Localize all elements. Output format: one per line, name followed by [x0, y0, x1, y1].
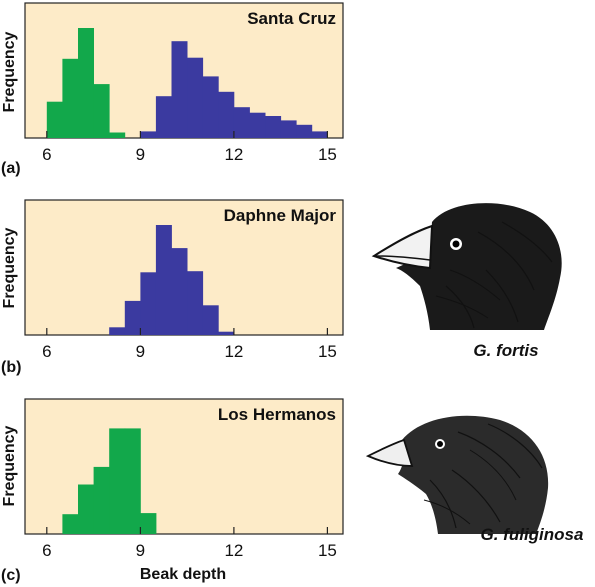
- histogram-bar-b-s0-5: [187, 271, 204, 335]
- y-axis-label-b: Frequency: [1, 227, 18, 308]
- x-tick-label-c-2: 12: [224, 541, 243, 560]
- x-tick-label-b-1: 9: [136, 342, 145, 361]
- panel-label-c: (c): [1, 567, 21, 584]
- histogram-bar-b-s0-6: [202, 305, 219, 335]
- x-tick-label-a-0: 6: [42, 145, 51, 164]
- histogram-bar-a-s0-1: [62, 58, 79, 138]
- histogram-bar-a-s1-6: [233, 107, 250, 138]
- bars-c: [62, 428, 157, 534]
- histogram-bar-a-s1-10: [296, 124, 313, 138]
- x-tick-label-b-3: 15: [318, 342, 337, 361]
- histogram-bar-a-s1-11: [311, 131, 328, 138]
- histogram-bar-b-s0-2: [140, 272, 157, 335]
- histogram-bar-a-s1-1: [155, 96, 172, 138]
- panel-b: Daphne Major Frequency 6 9 12 15 (b): [1, 199, 344, 376]
- histogram-bar-b-s0-1: [124, 300, 141, 335]
- fuliginosa-finch-illustration: G. fuliginosa: [365, 415, 584, 544]
- fortis-finch-illustration: G. fortis: [371, 203, 562, 360]
- x-tick-label-c-0: 6: [42, 541, 51, 560]
- histogram-bar-a-s1-2: [171, 41, 188, 139]
- fuliginosa-species-label: G. fuliginosa: [481, 525, 584, 544]
- histogram-bar-c-s0-1: [78, 484, 94, 534]
- x-tick-label-a-3: 15: [318, 145, 337, 164]
- histogram-bar-a-s0-3: [93, 84, 110, 138]
- x-tick-label-b-2: 12: [224, 342, 243, 361]
- histogram-bar-a-s0-4: [109, 132, 126, 138]
- fortis-species-label: G. fortis: [473, 341, 538, 360]
- x-tick-label-b-0: 6: [42, 342, 51, 361]
- histogram-bar-a-s1-7: [249, 112, 266, 138]
- panel-a: Santa Cruz Frequency 6 9 12 15 (a): [1, 2, 344, 177]
- x-ticks-a: 6 9 12 15: [42, 131, 337, 164]
- histogram-bar-a-s0-0: [46, 101, 63, 138]
- panel-label-b: (b): [1, 359, 21, 376]
- histogram-bar-c-s0-0: [62, 514, 79, 534]
- histogram-bar-b-s0-4: [171, 248, 188, 335]
- histogram-bar-c-s0-3: [109, 428, 126, 534]
- histogram-bar-c-s0-2: [93, 466, 110, 534]
- x-tick-label-a-2: 12: [224, 145, 243, 164]
- panel-title-a: Santa Cruz: [247, 9, 336, 28]
- histogram-bar-a-s1-3: [187, 57, 204, 139]
- histogram-bar-a-s0-2: [78, 28, 94, 138]
- histogram-bar-b-s0-0: [109, 327, 126, 335]
- histogram-bar-a-s1-5: [218, 91, 235, 138]
- panel-title-c: Los Hermanos: [218, 405, 336, 424]
- histogram-bar-a-s1-4: [202, 76, 219, 138]
- histogram-bar-c-s0-5: [140, 513, 157, 534]
- histogram-bar-b-s0-3: [155, 225, 172, 335]
- panel-c: Los Hermanos Frequency 6 9 12 15 (c) Beak d…: [1, 398, 344, 584]
- x-tick-label-c-3: 15: [318, 541, 337, 560]
- x-ticks-b: 6 9 12 15: [42, 328, 337, 361]
- histogram-bar-b-s0-7: [218, 331, 235, 335]
- histogram-bar-c-s0-4: [124, 428, 141, 534]
- bars-a: [46, 28, 328, 139]
- y-axis-label-a: Frequency: [1, 31, 18, 112]
- histogram-bar-a-s1-8: [265, 116, 282, 138]
- x-tick-label-a-1: 9: [136, 145, 145, 164]
- bars-b: [109, 225, 235, 335]
- histogram-bar-a-s1-9: [280, 120, 297, 138]
- panel-label-a: (a): [1, 160, 21, 177]
- histogram-bar-a-s1-0: [140, 131, 157, 138]
- panel-title-b: Daphne Major: [224, 206, 337, 225]
- x-ticks-c: 6 9 12 15: [42, 527, 337, 560]
- y-axis-label-c: Frequency: [1, 425, 18, 506]
- x-tick-label-c-1: 9: [136, 541, 145, 560]
- x-axis-label: Beak depth: [140, 566, 226, 583]
